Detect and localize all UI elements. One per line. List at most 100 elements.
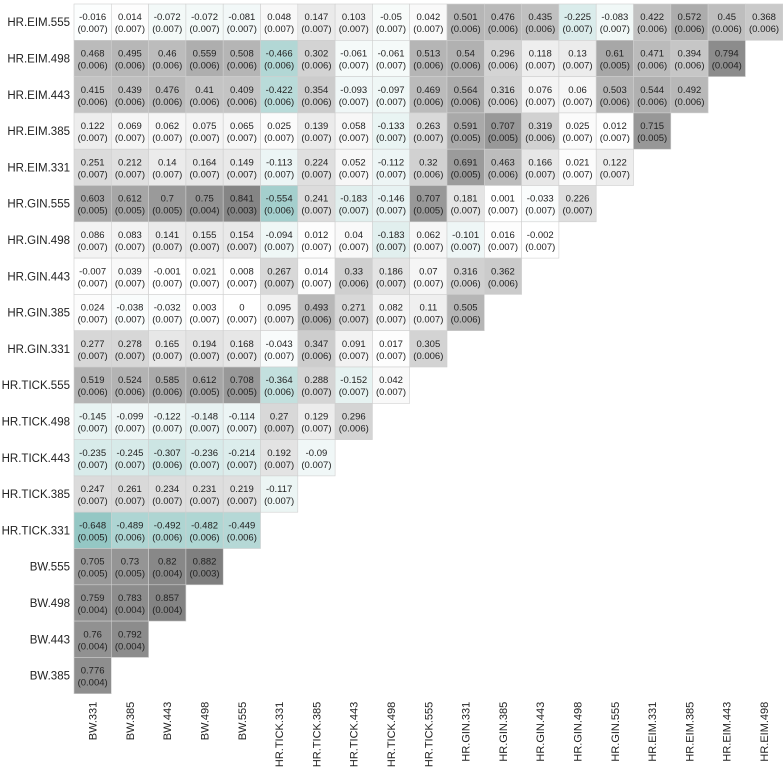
cell-se: (0.007) <box>152 24 182 35</box>
cell-se: (0.006) <box>674 60 704 71</box>
heatmap-cell: -0.083(0.007) <box>595 3 634 41</box>
cell-value: -0.032 <box>154 303 181 314</box>
cell-value: 0.45 <box>718 12 737 23</box>
cell-se: (0.006) <box>78 97 108 108</box>
heatmap-cell: 0.513(0.006) <box>409 39 448 77</box>
cell-value: 0.501 <box>454 12 478 23</box>
heatmap-cell: 0.296(0.006) <box>334 402 373 440</box>
cell-rect <box>260 76 299 114</box>
heatmap-cell: 0.794(0.004) <box>707 39 746 77</box>
cell-se: (0.007) <box>227 315 257 326</box>
cell-se: (0.007) <box>227 169 257 180</box>
heatmap-cell: 0.076(0.007) <box>521 76 560 114</box>
heatmap-cell: 0.017(0.007) <box>372 330 410 368</box>
heatmap-cell: 0.493(0.006) <box>297 294 336 331</box>
cell-se: (0.007) <box>189 169 219 180</box>
heatmap-cell: 0.025(0.007) <box>558 112 597 150</box>
cell-se: (0.006) <box>152 97 182 108</box>
cell-se: (0.007) <box>189 315 219 326</box>
cell-se: (0.007) <box>376 24 406 35</box>
cell-value: 0.41 <box>195 85 214 96</box>
cell-se: (0.007) <box>189 351 219 362</box>
heatmap-cell: 0.241(0.007) <box>297 185 336 223</box>
cell-rect <box>297 366 336 404</box>
heatmap-cell: 0.422(0.006) <box>633 3 672 41</box>
cell-value: -0.101 <box>452 230 479 241</box>
cell-se: (0.007) <box>339 60 369 71</box>
cell-value: 0.495 <box>118 48 142 59</box>
cell-value: 0.564 <box>454 85 478 96</box>
cell-rect <box>521 148 560 186</box>
cell-rect <box>409 39 448 77</box>
heatmap-cell: -0.146(0.007) <box>372 185 410 223</box>
cell-value: -0.09 <box>306 448 328 459</box>
cell-value: 0.226 <box>566 194 590 205</box>
heatmap-cell: -0.554(0.006) <box>260 185 299 223</box>
cell-value: -0.117 <box>266 484 292 495</box>
heatmap-cell: 0(0.007) <box>222 294 261 331</box>
row-label: HR.EIM.555 <box>7 17 70 29</box>
cell-value: -0.466 <box>266 48 293 59</box>
cell-value: -0.183 <box>340 194 367 205</box>
cell-rect <box>73 439 112 477</box>
cell-se: (0.006) <box>339 423 369 434</box>
cell-rect <box>409 3 448 41</box>
heatmap-cell: -0.183(0.007) <box>334 185 373 223</box>
cell-se: (0.007) <box>339 387 369 398</box>
cell-se: (0.007) <box>264 24 294 35</box>
heatmap-cell: 0.362(0.006) <box>483 257 522 295</box>
column-label: BW.443 <box>162 702 174 741</box>
cell-value: 0.118 <box>529 48 552 59</box>
cell-se: (0.007) <box>339 169 369 180</box>
heatmap-cell: 0.776(0.004) <box>73 657 112 695</box>
cell-value: 0.082 <box>379 303 403 314</box>
cell-value: 0.296 <box>491 48 515 59</box>
heatmap-cell: 0.219(0.007) <box>222 475 261 513</box>
cell-se: (0.007) <box>339 24 369 35</box>
heatmap-cell: -0.016(0.007) <box>73 3 112 41</box>
row-label: HR.EIM.443 <box>7 90 70 102</box>
cell-value: 0.54 <box>456 48 475 59</box>
cell-rect <box>483 39 522 77</box>
cell-se: (0.005) <box>78 206 108 217</box>
cell-rect <box>111 366 149 404</box>
cell-value: 0.33 <box>345 266 364 277</box>
cell-value: 0.508 <box>230 48 254 59</box>
cell-value: -0.554 <box>266 194 293 205</box>
cell-value: 0.095 <box>267 303 291 314</box>
column-label: BW.555 <box>237 702 249 741</box>
cell-value: 0.076 <box>528 85 552 96</box>
heatmap-cell: 0.065(0.007) <box>222 112 261 150</box>
cell-rect <box>111 620 149 658</box>
cell-se: (0.006) <box>637 60 667 71</box>
cell-value: 0.192 <box>267 448 291 459</box>
cell-se: (0.007) <box>301 387 331 398</box>
cell-value: 0.288 <box>305 375 329 386</box>
cell-se: (0.007) <box>562 97 592 108</box>
cell-rect <box>558 112 597 150</box>
cell-se: (0.007) <box>376 242 406 253</box>
heatmap-cell: -0.235(0.007) <box>73 439 112 477</box>
cell-rect <box>73 3 112 41</box>
heatmap-cell: 0.603(0.005) <box>73 185 112 223</box>
heatmap-cell: 0.288(0.007) <box>297 366 336 404</box>
cell-value: 0.882 <box>193 557 217 568</box>
heatmap-cell: -0.492(0.006) <box>148 511 187 549</box>
cell-value: 0.794 <box>715 48 739 59</box>
cell-rect <box>260 294 299 331</box>
cell-se: (0.007) <box>264 278 294 289</box>
cell-rect <box>670 3 709 41</box>
heatmap-cell: 0.07(0.007) <box>409 257 448 295</box>
heatmap-cell: 0.129(0.007) <box>297 402 336 440</box>
cell-rect <box>73 657 112 695</box>
column-label: HR.TICK.555 <box>423 702 435 767</box>
cell-se: (0.007) <box>451 242 481 253</box>
cell-rect <box>521 76 560 114</box>
cell-rect <box>409 294 448 331</box>
cell-se: (0.007) <box>562 60 592 71</box>
heatmap-cell: 0.014(0.007) <box>111 3 149 41</box>
cell-rect <box>185 221 224 259</box>
heatmap-cell: -0.422(0.006) <box>260 76 299 114</box>
cell-value: 0.469 <box>416 85 440 96</box>
cell-se: (0.007) <box>152 315 182 326</box>
